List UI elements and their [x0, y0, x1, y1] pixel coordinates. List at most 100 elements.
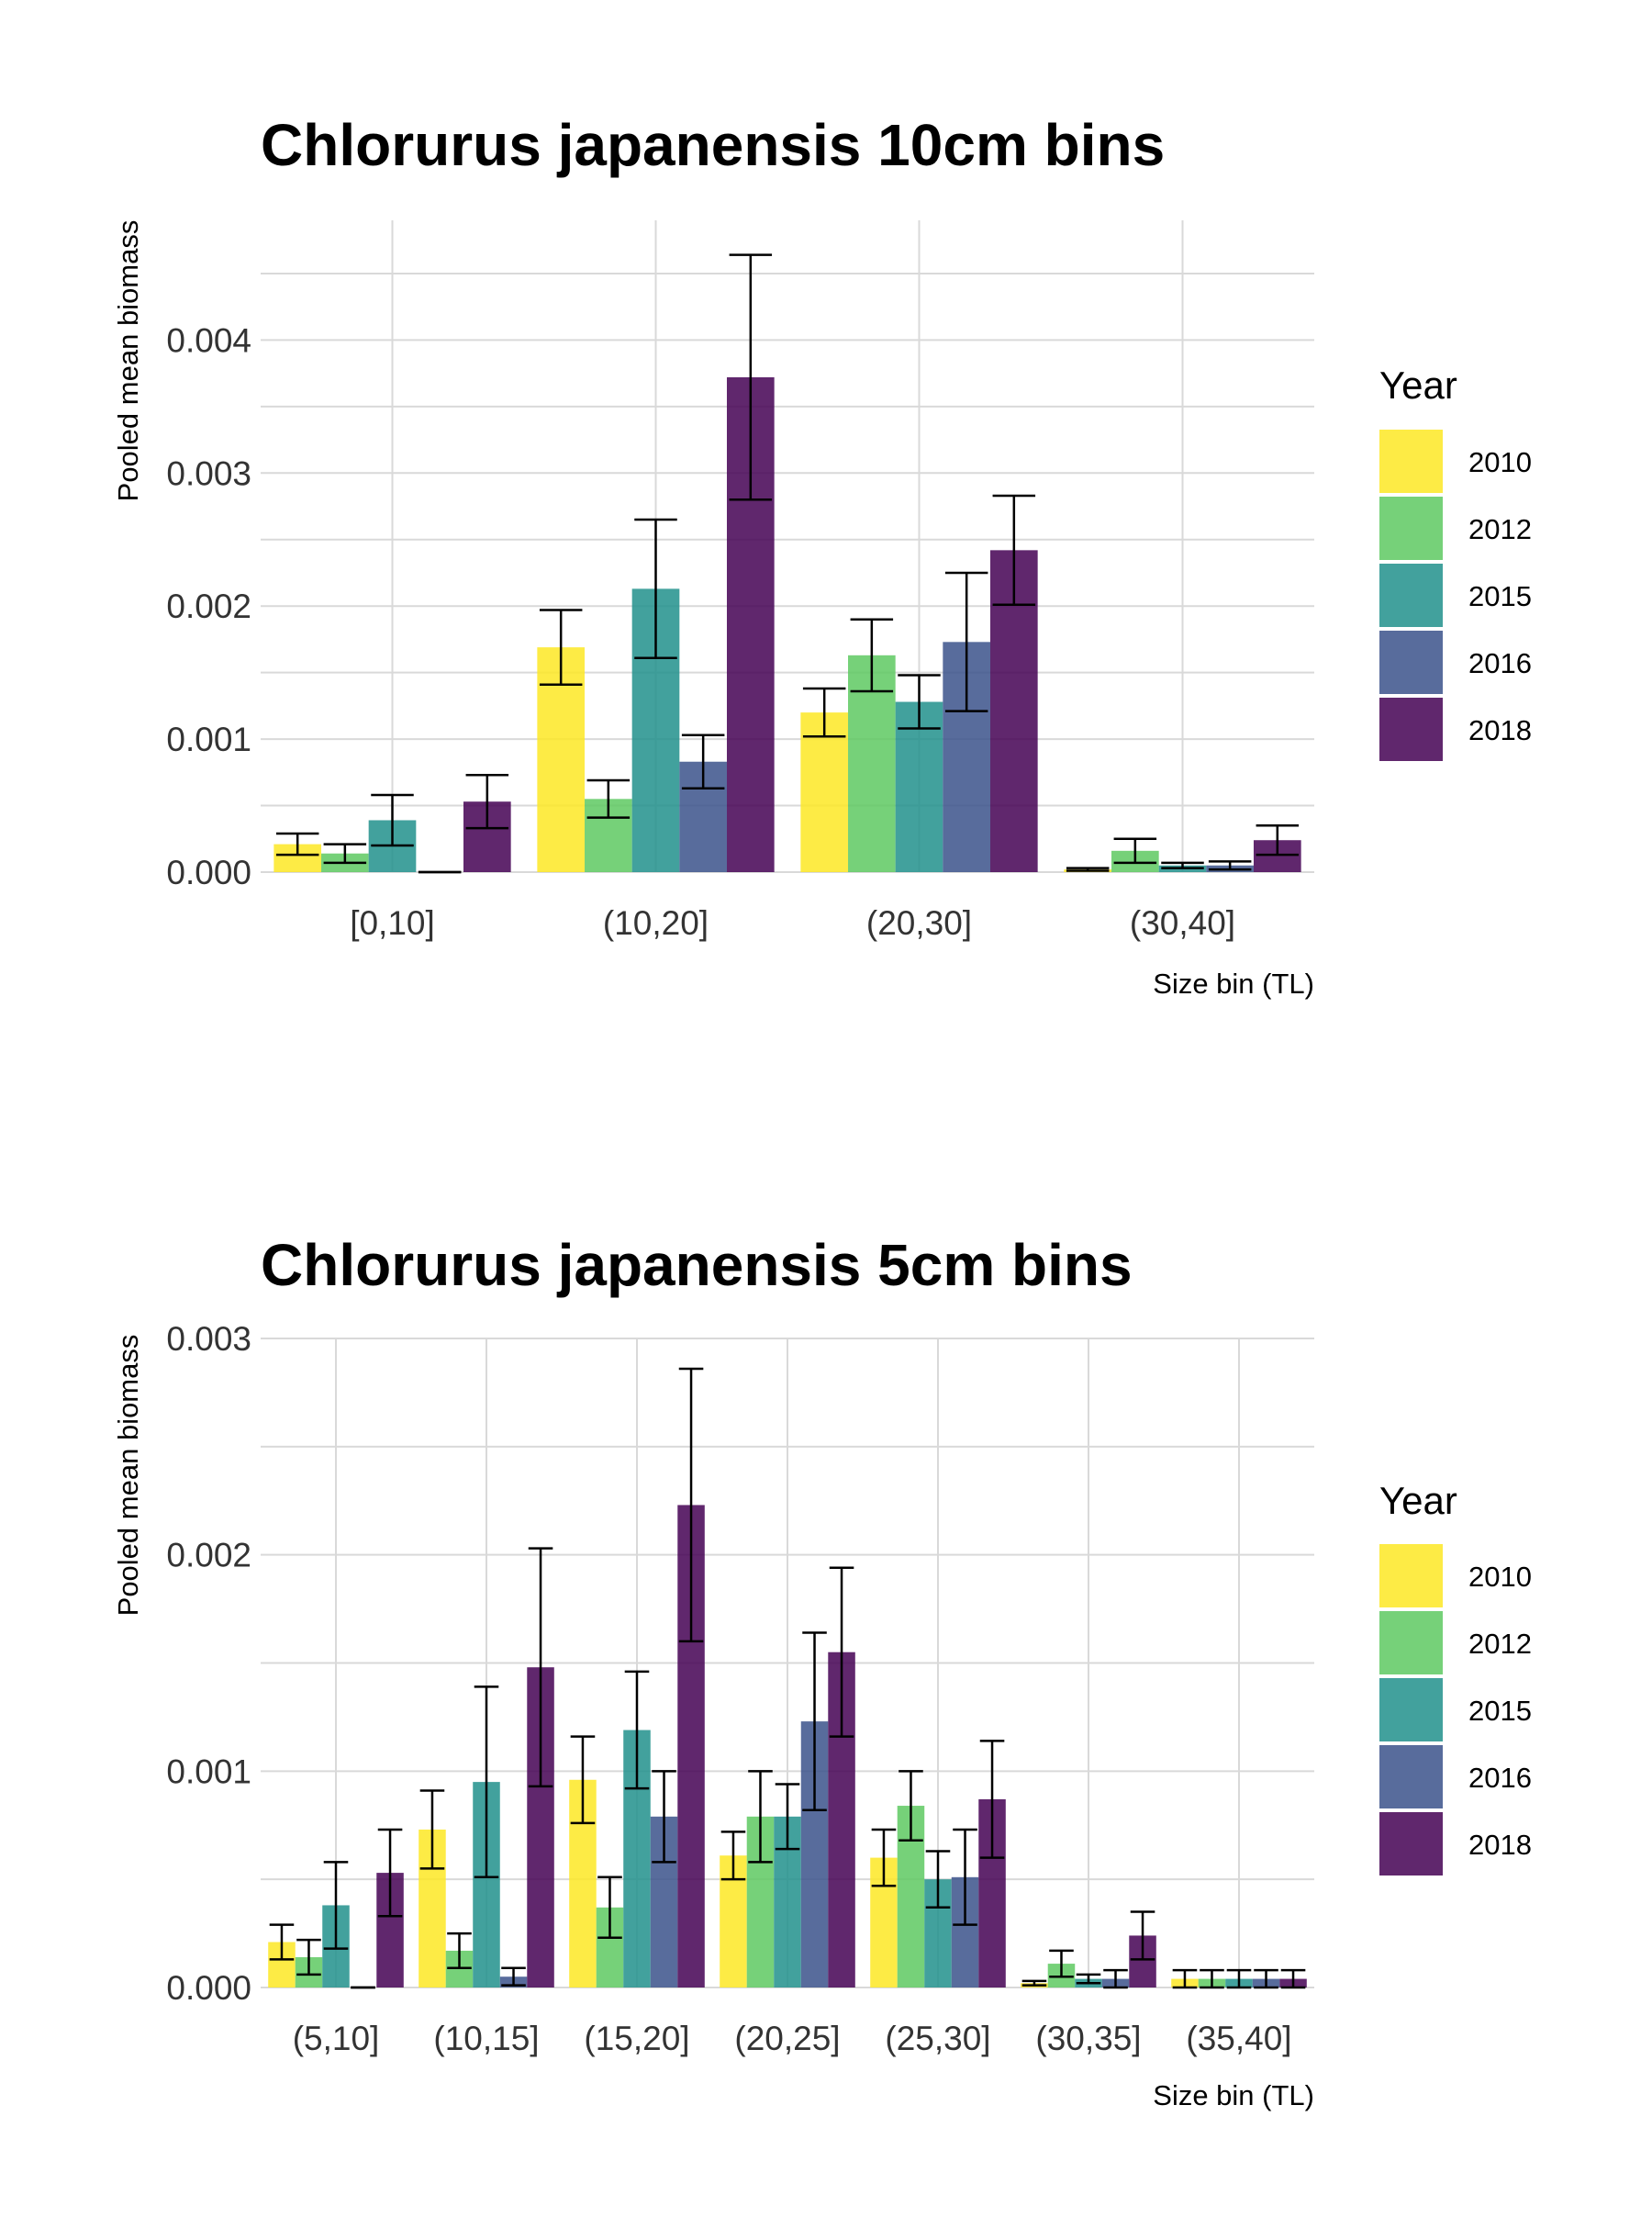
bars [273, 376, 1301, 872]
bar [895, 701, 943, 872]
legend-swatch [1379, 1812, 1443, 1875]
legend: Year 2010 2012 2015 2016 2018 [1379, 364, 1532, 761]
error-bar [474, 1685, 499, 1879]
error-bar [1021, 1979, 1047, 1987]
x-axis-ticks: [0,10] (10,20] (20,30] (30,40] [350, 904, 1235, 942]
x-tick-label: (5,10] [293, 2020, 380, 2057]
error-bar [775, 1783, 800, 1851]
error-bar [871, 1828, 897, 1887]
error-bar [652, 1770, 676, 1864]
legend-swatch [1379, 1678, 1443, 1741]
error-bar [681, 733, 725, 789]
legend-swatch [1379, 564, 1443, 627]
error-bar [586, 778, 631, 819]
x-tick-label: (30,35] [1035, 2020, 1141, 2057]
legend-label: 2012 [1468, 1628, 1532, 1660]
y-axis-ticks: 0.000 0.001 0.002 0.003 0.004 [166, 321, 251, 891]
legend-label: 2012 [1468, 513, 1532, 545]
legend-label: 2015 [1468, 580, 1532, 612]
legend-swatch [1379, 698, 1443, 761]
error-bar [925, 1850, 951, 1909]
chart-title: Chlorurus japanensis 10cm bins [261, 112, 1165, 178]
x-axis-ticks: (5,10] (10,15] (15,20] (20,25] (25,30] (30,35… [293, 2020, 1292, 2057]
x-tick-label: (15,20] [584, 2020, 689, 2057]
error-bar [570, 1735, 596, 1825]
error-bar [1161, 861, 1204, 869]
x-tick-label: (20,30] [866, 904, 972, 942]
error-bar [501, 1966, 526, 1987]
legend-label: 2010 [1468, 446, 1532, 478]
legend-label: 2010 [1468, 1561, 1532, 1593]
error-bars [275, 253, 1300, 874]
y-tick-label: 0.004 [166, 321, 251, 359]
error-bar [377, 1828, 403, 1918]
error-bar [1103, 1968, 1128, 1989]
error-bar [1113, 837, 1157, 865]
x-tick-label: (10,20] [603, 904, 709, 942]
error-bar [419, 1789, 445, 1870]
error-bar [979, 1740, 1005, 1859]
legend-label: 2015 [1468, 1695, 1532, 1727]
y-tick-label: 0.001 [166, 1752, 251, 1790]
error-bar [802, 687, 846, 738]
error-bar [597, 1875, 622, 1940]
error-bars [269, 1367, 1306, 1989]
error-bar [953, 1828, 977, 1926]
legend-items: 2010 2012 2015 2016 2018 [1379, 1544, 1532, 1875]
y-tick-label: 0.002 [166, 1537, 251, 1574]
error-bar [323, 843, 367, 865]
error-bar [748, 1770, 773, 1864]
error-bar [829, 1566, 854, 1738]
error-bar [539, 609, 583, 686]
error-bar [944, 571, 988, 712]
y-tick-label: 0.002 [166, 588, 251, 625]
error-bar [447, 1931, 472, 1970]
error-bar [678, 1367, 704, 1643]
x-tick-label: (20,25] [734, 2020, 840, 2057]
y-tick-label: 0.003 [166, 1320, 251, 1358]
legend-swatch [1379, 1611, 1443, 1674]
y-tick-label: 0.000 [166, 1969, 251, 2007]
error-bar [275, 832, 319, 857]
x-axis-label: Size bin (TL) [1153, 2079, 1314, 2111]
legend-title: Year [1379, 1479, 1457, 1522]
error-bar [1049, 1949, 1074, 1978]
error-bar [296, 1938, 321, 1976]
chart-10cm-bins: Chlorurus japanensis 10cm bins 0.000 0.00… [0, 0, 1652, 1102]
y-tick-label: 0.000 [166, 854, 251, 891]
legend-items: 2010 2012 2015 2016 2018 [1379, 430, 1532, 761]
x-tick-label: (35,40] [1186, 2020, 1291, 2057]
legend: Year 2010 2012 2015 2016 2018 [1379, 1479, 1532, 1875]
error-bar [899, 1770, 923, 1842]
error-bar [634, 518, 677, 659]
x-tick-label: [0,10] [350, 904, 435, 942]
x-tick-label: (30,40] [1130, 904, 1235, 942]
error-bar [1130, 1910, 1155, 1961]
error-bar [1200, 1968, 1224, 1989]
y-axis-ticks: 0.000 0.001 0.002 0.003 [166, 1320, 251, 2007]
error-bar [1280, 1968, 1306, 1989]
legend-swatch [1379, 1544, 1443, 1607]
chart-5cm-bins: Chlorurus japanensis 5cm bins 0.000 0.001… [0, 1111, 1652, 2212]
error-bar [1208, 860, 1252, 871]
error-bar [898, 674, 941, 730]
error-bar [528, 1547, 553, 1788]
legend-label: 2016 [1468, 647, 1532, 679]
error-bar [850, 618, 894, 693]
legend-swatch [1379, 497, 1443, 560]
y-tick-label: 0.001 [166, 721, 251, 758]
error-bar [802, 1631, 827, 1812]
chart-5cm-svg: Chlorurus japanensis 5cm bins 0.000 0.001… [112, 1232, 1532, 2111]
error-bar [269, 1923, 295, 1961]
y-axis-label: Pooled mean biomass [112, 220, 144, 502]
y-tick-label: 0.003 [166, 454, 251, 492]
bar [800, 712, 849, 872]
legend-swatch [1379, 430, 1443, 493]
legend-title: Year [1379, 364, 1457, 407]
legend-label: 2016 [1468, 1762, 1532, 1794]
error-bar [1076, 1973, 1101, 1985]
error-bar [1172, 1968, 1198, 1989]
x-axis-label: Size bin (TL) [1153, 968, 1314, 1000]
error-bar [624, 1670, 650, 1790]
chart-title: Chlorurus japanensis 5cm bins [261, 1232, 1133, 1298]
